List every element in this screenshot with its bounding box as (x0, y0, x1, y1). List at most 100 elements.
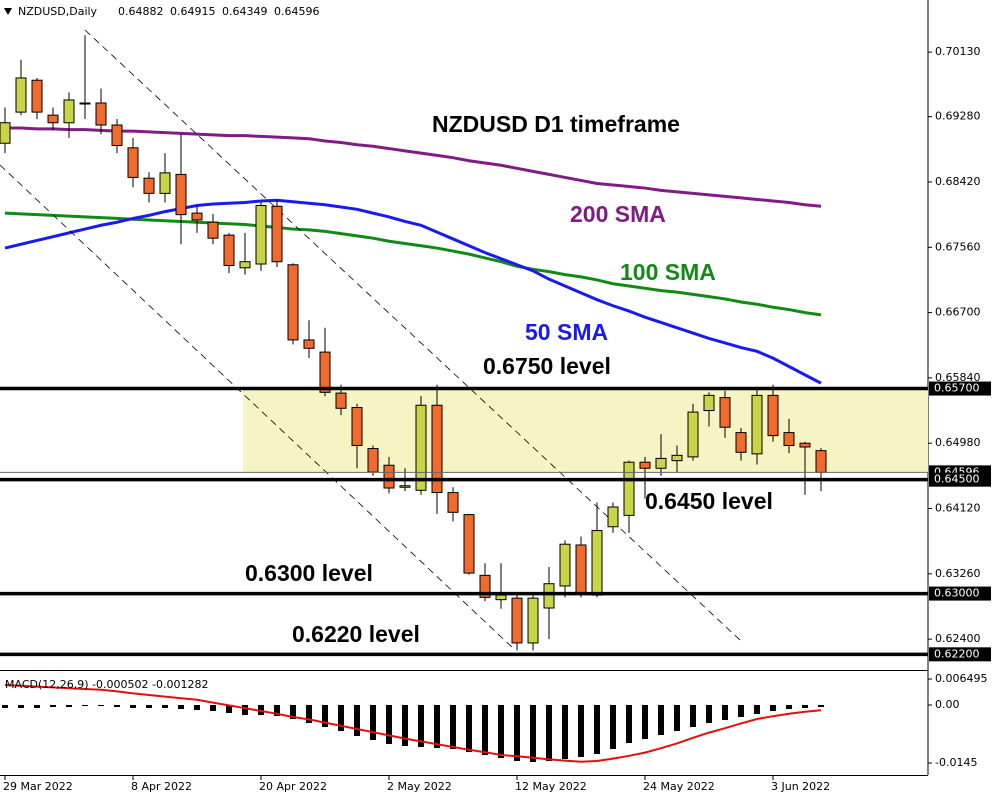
candle-body (207, 221, 219, 239)
y-tick-label: -0.0145 (935, 756, 977, 769)
y-tick-label: 0.006495 (935, 672, 988, 685)
level-annotation: 0.6220 level (292, 621, 420, 647)
candle-body (735, 432, 747, 453)
candle-body (191, 212, 203, 221)
level-tag (929, 472, 991, 487)
y-tick-label: 0.63260 (935, 567, 981, 580)
macd-bar (146, 705, 152, 708)
level-tag-label: 0.64500 (934, 473, 980, 486)
candle-body (559, 543, 571, 587)
candle-body (703, 394, 715, 412)
candle-body (303, 339, 315, 349)
symbol-title: NZDUSD,Daily (18, 5, 98, 18)
macd-bar (482, 705, 488, 755)
candle-body (15, 77, 27, 113)
candle-body (623, 461, 635, 516)
candle-body (511, 597, 523, 644)
candle-body (767, 394, 779, 437)
macd-bar (562, 705, 568, 759)
candle-body (447, 492, 459, 513)
macd-bar (34, 705, 40, 708)
macd-bar (658, 705, 664, 735)
sma-line (5, 126, 822, 208)
candle-body (399, 485, 411, 488)
macd-bar (50, 705, 56, 707)
macd-bar (690, 705, 696, 727)
macd-bar (338, 705, 344, 731)
candle-body (63, 99, 75, 124)
y-tick-label: 0.00 (935, 698, 960, 711)
macd-bar (354, 705, 360, 736)
level-annotation: 0.6450 level (645, 488, 773, 514)
macd-bar (162, 705, 168, 708)
candle-body (719, 397, 731, 428)
macd-bar (306, 705, 312, 723)
candle-body (239, 261, 251, 269)
macd-bar (194, 705, 200, 710)
macd-bar (98, 705, 104, 706)
macd-bar (626, 705, 632, 743)
candle-body (495, 594, 507, 601)
sma-line (4, 211, 822, 317)
candle-body (143, 177, 155, 194)
level-tag (929, 647, 991, 662)
macd-title: MACD(12,26,9) -0.000502 -0.001282 (5, 678, 208, 691)
x-tick-label: 2 May 2022 (387, 780, 452, 793)
level-tag-label: 0.63000 (934, 587, 980, 600)
macd-bar (322, 705, 328, 727)
candle-body (159, 172, 171, 194)
level-tag (929, 381, 991, 396)
macd-bar (2, 705, 8, 708)
header-high: 0.64915 (170, 5, 216, 18)
y-tick-label: 0.67560 (935, 240, 981, 253)
candle-body (527, 597, 539, 644)
x-tick-label: 20 Apr 2022 (259, 780, 327, 793)
macd-bar (434, 705, 440, 748)
x-tick-label: 24 May 2022 (643, 780, 715, 793)
header-open: 0.64882 (118, 5, 164, 18)
macd-bar (66, 705, 72, 707)
level-tag (929, 586, 991, 601)
candle-body (687, 411, 699, 458)
y-tick-label: 0.66700 (935, 306, 981, 319)
y-tick-label: 0.70130 (935, 45, 981, 58)
macd-bar (498, 705, 504, 758)
candle-body (351, 407, 363, 446)
sma-label: 200 SMA (570, 201, 666, 227)
macd-bar (274, 705, 280, 716)
macd-bar (594, 705, 600, 754)
candle-body (607, 506, 619, 528)
candle-body (655, 457, 667, 469)
macd-bar (114, 705, 120, 707)
macd-bar (722, 705, 728, 720)
macd-bar (242, 705, 248, 715)
macd-bar (610, 705, 616, 749)
macd-bar (418, 705, 424, 747)
candle-body (255, 205, 267, 265)
candle-body (111, 124, 123, 147)
candle-body (783, 432, 795, 446)
macd-bar (370, 705, 376, 740)
level-tag-label: 0.62200 (934, 647, 980, 660)
macd-bar (642, 705, 648, 739)
macd-bar (402, 705, 408, 746)
level-annotation: 0.6750 level (483, 353, 611, 379)
candle-body (175, 173, 187, 216)
candle-body (95, 102, 107, 126)
sma-line (4, 198, 822, 385)
y-tick-label: 0.68420 (935, 175, 981, 188)
menu-arrow (4, 8, 12, 15)
candle-body (319, 351, 331, 393)
macd-bar (578, 705, 584, 757)
macd-signal (4, 684, 822, 763)
macd-bar (770, 705, 776, 711)
candle-body (223, 234, 235, 267)
macd-bar (178, 705, 184, 709)
macd-bar (450, 705, 456, 749)
candle-body (815, 450, 827, 473)
macd-bar (466, 705, 472, 752)
macd-bar (546, 705, 552, 761)
